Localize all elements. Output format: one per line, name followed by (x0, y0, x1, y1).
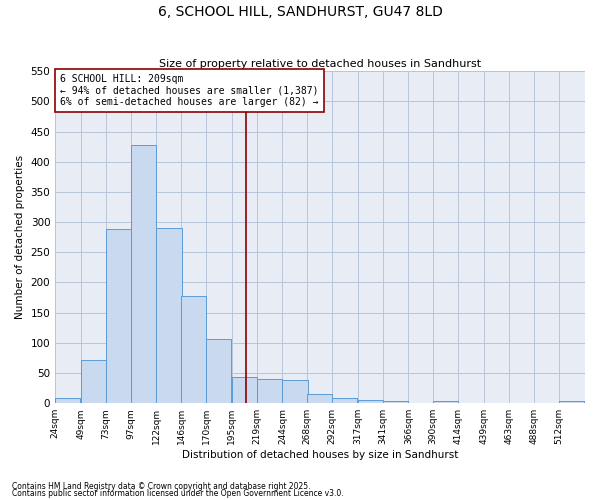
Bar (55, 398, 80, 403)
Bar (131, 145, 156, 403)
X-axis label: Distribution of detached houses by size in Sandhurst: Distribution of detached houses by size … (182, 450, 458, 460)
Bar (257, 379, 282, 403)
Bar (559, 402, 584, 403)
Y-axis label: Number of detached properties: Number of detached properties (15, 155, 25, 320)
Bar (332, 398, 357, 403)
Bar (232, 377, 257, 403)
Text: 6, SCHOOL HILL, SANDHURST, GU47 8LD: 6, SCHOOL HILL, SANDHURST, GU47 8LD (158, 5, 442, 19)
Bar (206, 339, 231, 403)
Bar (383, 402, 408, 403)
Bar (307, 394, 332, 403)
Bar (81, 360, 106, 403)
Bar (484, 402, 509, 403)
Bar (358, 400, 383, 403)
Text: 6 SCHOOL HILL: 209sqm
← 94% of detached houses are smaller (1,387)
6% of semi-de: 6 SCHOOL HILL: 209sqm ← 94% of detached … (61, 74, 319, 108)
Bar (433, 402, 458, 403)
Bar (106, 230, 131, 403)
Bar (181, 296, 206, 403)
Text: Contains HM Land Registry data © Crown copyright and database right 2025.: Contains HM Land Registry data © Crown c… (12, 482, 311, 491)
Text: Contains public sector information licensed under the Open Government Licence v3: Contains public sector information licen… (12, 489, 344, 498)
Bar (283, 380, 308, 403)
Title: Size of property relative to detached houses in Sandhurst: Size of property relative to detached ho… (159, 59, 481, 69)
Bar (157, 228, 182, 403)
